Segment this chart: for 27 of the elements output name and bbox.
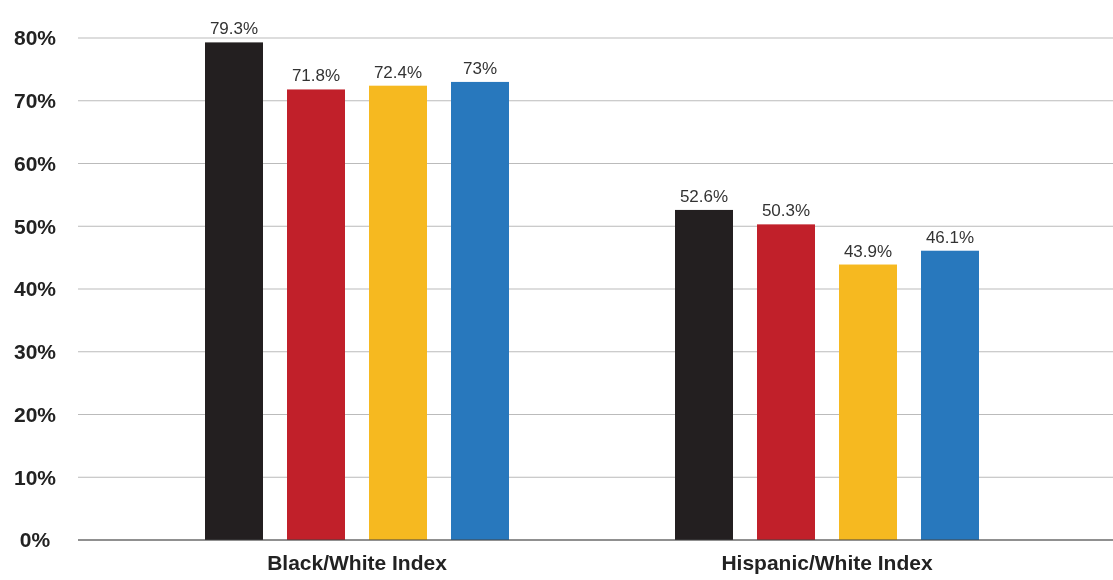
y-tick-label: 50%	[13, 214, 57, 238]
bar	[451, 81, 509, 540]
x-tick-label: Hispanic/White Index	[721, 551, 933, 574]
bar	[287, 89, 345, 540]
y-tick-label: 20%	[13, 402, 57, 426]
bar	[675, 209, 733, 540]
bar	[757, 224, 815, 540]
data-label: 73%	[462, 58, 498, 78]
bar	[369, 85, 427, 540]
data-label: 43.9%	[843, 241, 893, 261]
data-label: 79.3%	[209, 19, 259, 39]
y-tick-label: 40%	[13, 277, 57, 301]
data-label: 50.3%	[761, 201, 811, 221]
y-tick-label: 30%	[13, 340, 57, 364]
y-tick-label: 80%	[13, 26, 57, 50]
y-tick-label: 70%	[13, 89, 57, 113]
data-label: 52.6%	[679, 186, 729, 206]
data-label: 71.8%	[291, 66, 341, 86]
y-tick-label: 0%	[19, 528, 51, 552]
data-label: 72.4%	[373, 62, 423, 82]
y-tick-label: 60%	[13, 151, 57, 175]
data-label: 46.1%	[925, 227, 975, 247]
y-tick-label: 10%	[13, 465, 57, 489]
bar	[205, 42, 263, 540]
bar	[839, 264, 897, 540]
bar	[921, 250, 979, 540]
x-tick-label: Black/White Index	[267, 551, 448, 574]
